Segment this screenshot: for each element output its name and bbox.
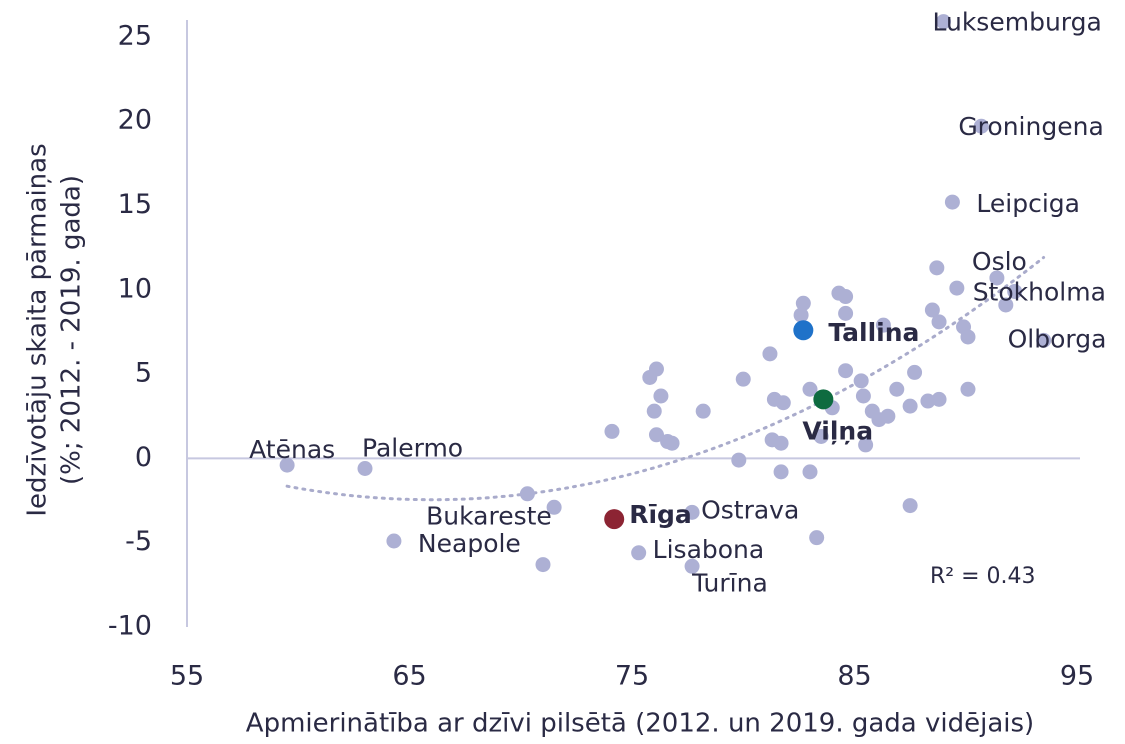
- point: [793, 320, 814, 341]
- y-tick-label: 10: [118, 273, 152, 304]
- point: [875, 317, 891, 333]
- point: [924, 302, 940, 318]
- point: [695, 403, 711, 419]
- x-tick-label: 95: [1060, 661, 1094, 692]
- point: [838, 305, 854, 321]
- point: [642, 369, 658, 385]
- point-label: Stokholma: [973, 277, 1106, 306]
- point-label: Turīna: [691, 568, 768, 597]
- point: [357, 461, 373, 477]
- y-tick-label: 15: [118, 189, 152, 220]
- point: [931, 391, 947, 407]
- point: [960, 381, 976, 397]
- point: [664, 435, 680, 451]
- point: [604, 423, 620, 439]
- point: [944, 194, 960, 210]
- point-label: Lisabona: [653, 535, 765, 564]
- point-label: Groningena: [958, 112, 1103, 141]
- point: [684, 504, 700, 520]
- point: [731, 452, 747, 468]
- point: [838, 289, 854, 305]
- point: [535, 557, 551, 573]
- point: [762, 346, 778, 362]
- x-tick-label: 65: [392, 661, 426, 692]
- point-label: Luksemburga: [933, 8, 1102, 37]
- point: [813, 389, 834, 410]
- point: [604, 509, 625, 530]
- point: [802, 464, 818, 480]
- point: [902, 498, 918, 514]
- point: [648, 427, 664, 443]
- point: [546, 499, 562, 515]
- point: [907, 364, 923, 380]
- point: [929, 260, 945, 276]
- point: [793, 307, 809, 323]
- y-tick-label: 25: [118, 20, 152, 51]
- point-label: Oslo: [972, 247, 1027, 276]
- y-tick-label: 20: [118, 105, 152, 136]
- point: [795, 295, 811, 311]
- point: [386, 533, 402, 549]
- point: [735, 371, 751, 387]
- y-tick-label: 0: [135, 442, 152, 473]
- point: [653, 388, 669, 404]
- point: [775, 395, 791, 411]
- x-tick-label: 55: [170, 661, 204, 692]
- point: [646, 403, 662, 419]
- point-label: Palermo: [362, 434, 463, 463]
- point-label: Viļņa: [802, 416, 873, 445]
- y-tick-label: -10: [108, 611, 152, 642]
- point-label: Leipciga: [976, 189, 1080, 218]
- point-label: Tallina: [828, 318, 919, 347]
- point-label: Bukareste: [426, 501, 552, 530]
- point: [871, 412, 887, 428]
- point: [279, 457, 295, 473]
- point: [936, 14, 951, 30]
- point: [920, 393, 936, 409]
- y-tick-label: 5: [135, 358, 152, 389]
- point: [998, 297, 1014, 313]
- point-label: Olborga: [1008, 324, 1107, 353]
- point-label: Rīga: [629, 500, 692, 529]
- point: [838, 363, 854, 379]
- point: [1007, 283, 1023, 299]
- y-axis-label: Iedzīvotāju skaita pārmaiņas: [23, 143, 53, 516]
- point: [684, 558, 700, 574]
- point: [973, 118, 989, 134]
- r-squared: R² = 0.43: [930, 564, 1036, 589]
- point: [902, 398, 918, 414]
- point: [773, 464, 789, 480]
- point: [889, 381, 905, 397]
- point: [949, 280, 965, 296]
- point: [519, 486, 535, 502]
- point-label: Atēnas: [249, 435, 335, 464]
- point: [855, 388, 871, 404]
- x-tick-label: 75: [615, 661, 649, 692]
- y-tick-label: -5: [125, 526, 152, 557]
- x-tick-label: 85: [837, 661, 871, 692]
- point: [773, 435, 789, 451]
- point: [853, 373, 869, 389]
- y-axis-label: (%; 2012. - 2019. gada): [57, 175, 87, 485]
- point: [931, 314, 947, 330]
- trendline: [285, 256, 1046, 502]
- point: [989, 270, 1005, 286]
- point: [809, 530, 825, 546]
- point: [960, 329, 976, 345]
- point: [813, 428, 829, 444]
- point: [1036, 332, 1052, 348]
- x-axis-label: Apmierinātība ar dzīvi pilsētā (2012. un…: [246, 709, 1034, 739]
- point-label: Neapole: [418, 529, 521, 558]
- point: [802, 381, 818, 397]
- point: [858, 437, 874, 453]
- point-label: Ostrava: [701, 495, 799, 524]
- point: [631, 545, 647, 561]
